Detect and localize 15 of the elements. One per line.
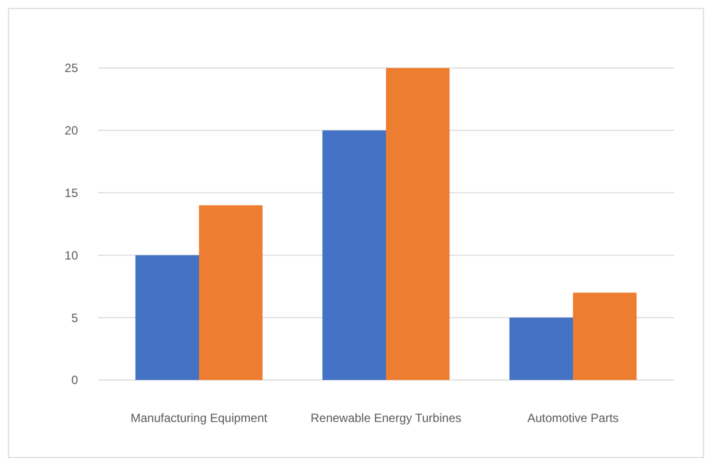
y-tick-label: 20: [64, 124, 78, 138]
y-tick-label: 15: [64, 186, 78, 200]
x-tick-label: Renewable Energy Turbines: [310, 411, 462, 425]
x-tick-label: Automotive Parts: [527, 411, 619, 425]
y-tick-label: 0: [71, 373, 78, 388]
bar: [322, 130, 386, 380]
bar: [573, 292, 637, 380]
bar: [135, 255, 199, 380]
y-tick-label: 25: [64, 61, 78, 76]
bar: [198, 205, 263, 380]
x-tick-label: Manufacturing Equipment: [130, 411, 268, 425]
bar: [386, 68, 450, 380]
y-tick-label: 5: [71, 310, 78, 325]
y-tick-label: 10: [64, 248, 78, 262]
bar: [509, 318, 574, 380]
